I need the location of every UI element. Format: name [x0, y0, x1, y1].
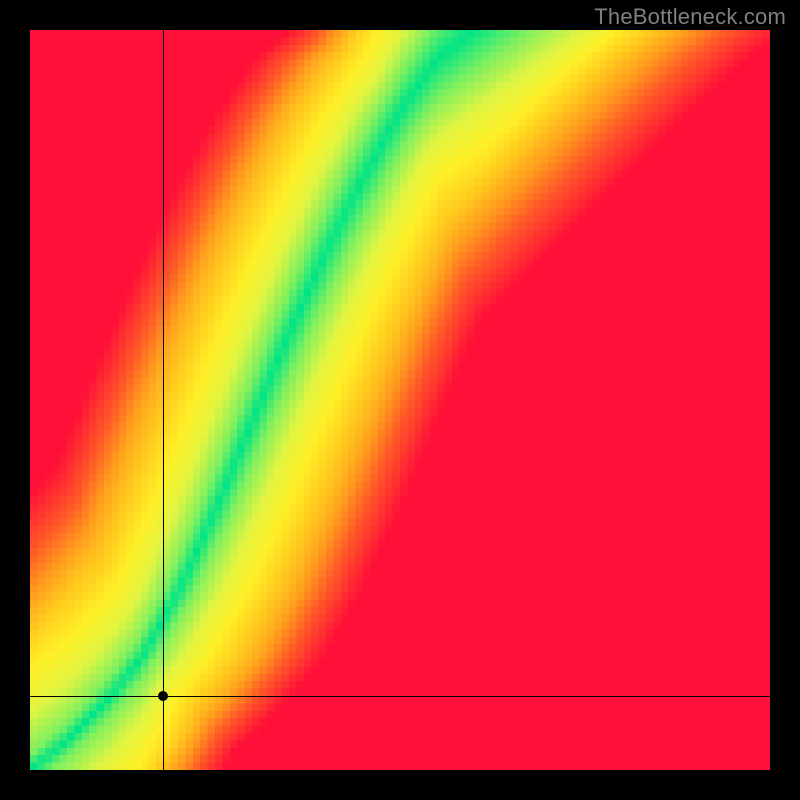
crosshair-marker [158, 691, 168, 701]
watermark-text: TheBottleneck.com [594, 4, 786, 30]
heatmap-canvas [30, 30, 770, 770]
crosshair-horizontal [30, 696, 770, 697]
crosshair-vertical [163, 30, 164, 770]
plot-area [30, 30, 770, 770]
